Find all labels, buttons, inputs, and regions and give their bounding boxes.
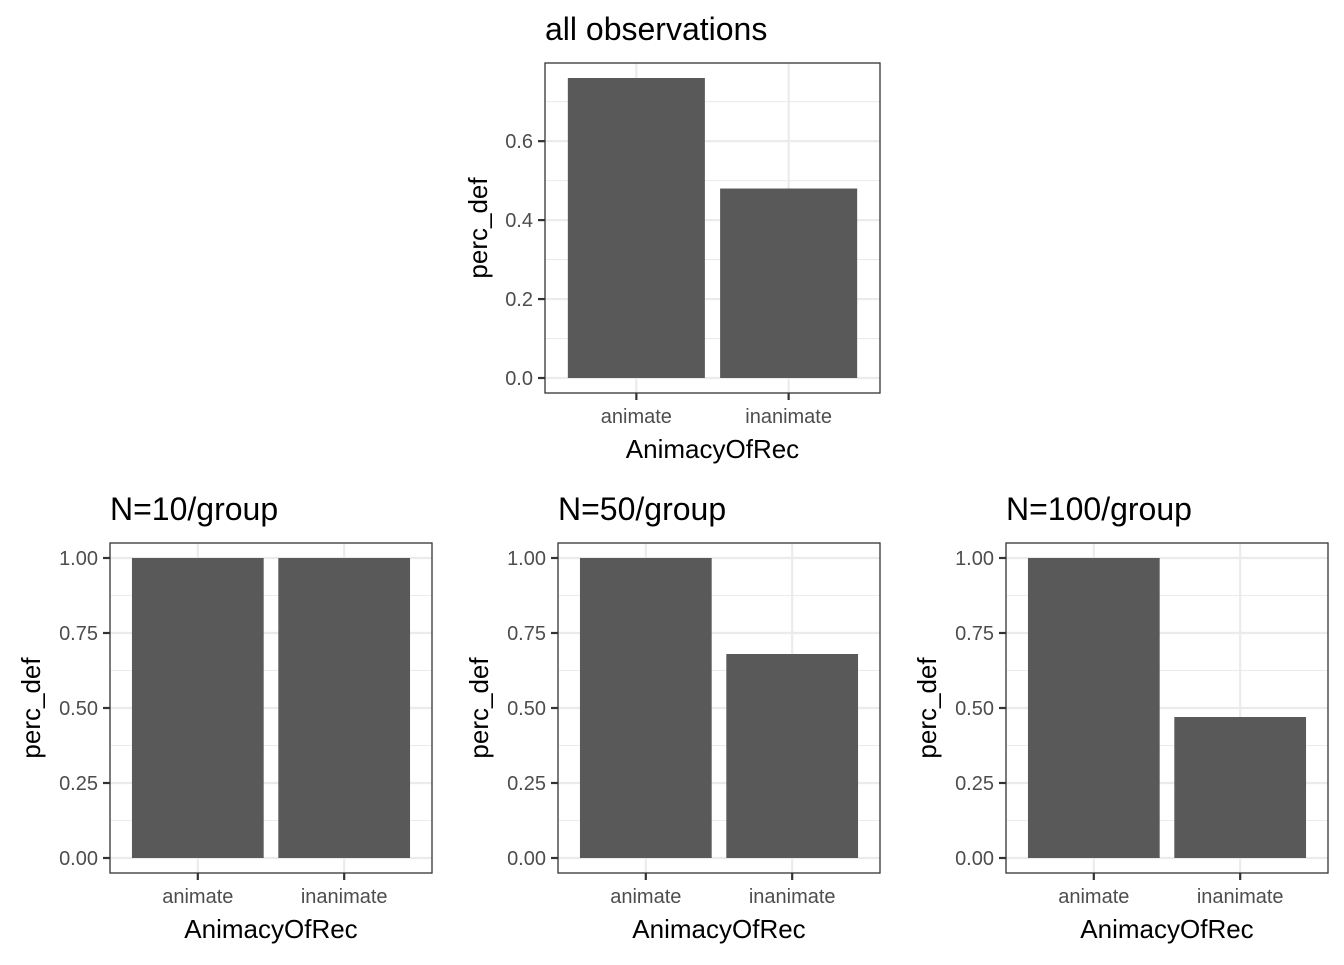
- y-axis-title: perc_def: [463, 177, 493, 279]
- y-tick-label: 0.25: [507, 773, 546, 795]
- y-tick-label: 1.00: [955, 548, 994, 570]
- x-tick-label: inanimate: [745, 406, 832, 428]
- bar-inanimate: [726, 654, 859, 858]
- y-tick-label: 0.50: [59, 698, 98, 720]
- y-tick-label: 0.00: [507, 848, 546, 870]
- y-tick-label: 1.00: [59, 548, 98, 570]
- y-tick-label: 0.75: [955, 623, 994, 645]
- y-tick-label: 0.2: [505, 289, 533, 311]
- x-tick-label: inanimate: [1197, 886, 1284, 908]
- panel-border: [544, 62, 881, 394]
- x-tick-label: animate: [162, 886, 233, 908]
- bar-animate: [1027, 558, 1160, 858]
- y-tick-label: 0.4: [505, 210, 533, 232]
- x-axis-title: AnimacyOfRec: [632, 914, 805, 944]
- x-tick-label: inanimate: [749, 886, 836, 908]
- chart-panel-n10: N=10/group 0.00 0.25 0.50 0.75 1.00 animate in…: [16, 491, 433, 944]
- y-tick-label: 0.0: [505, 368, 533, 390]
- y-tick-label: 0.25: [59, 773, 98, 795]
- x-tick-label: animate: [1058, 886, 1129, 908]
- y-tick-label: 0.75: [507, 623, 546, 645]
- chart-panel-n100: N=100/group 0.00 0.25 0.50 0.75 1.00 animate i…: [912, 491, 1329, 944]
- y-tick-label: 0.75: [59, 623, 98, 645]
- bar-animate: [131, 558, 264, 858]
- y-tick-label: 1.00: [507, 548, 546, 570]
- y-axis-title: perc_def: [464, 657, 494, 759]
- chart-title: N=10/group: [110, 491, 278, 527]
- x-axis-title: AnimacyOfRec: [1080, 914, 1253, 944]
- y-tick-label: 0.00: [955, 848, 994, 870]
- x-tick-label: animate: [610, 886, 681, 908]
- chart-panel-n50: N=50/group 0.00 0.25 0.50 0.75 1.00 animate in…: [464, 491, 881, 944]
- bar-animate: [579, 558, 712, 858]
- bar-animate: [567, 78, 705, 378]
- bar-inanimate: [278, 558, 411, 858]
- y-tick-label: 0.50: [507, 698, 546, 720]
- x-tick-label: animate: [601, 406, 672, 428]
- chart-title: N=100/group: [1006, 491, 1192, 527]
- x-tick-label: inanimate: [301, 886, 388, 908]
- y-axis-title: perc_def: [912, 657, 942, 759]
- y-tick-label: 0.6: [505, 131, 533, 153]
- y-tick-label: 0.25: [955, 773, 994, 795]
- bar-inanimate: [1174, 717, 1307, 858]
- bar-inanimate: [720, 188, 858, 378]
- x-axis-title: AnimacyOfRec: [184, 914, 357, 944]
- y-axis-title: perc_def: [16, 657, 46, 759]
- x-axis-title: AnimacyOfRec: [626, 434, 799, 464]
- chart-title: N=50/group: [558, 491, 726, 527]
- chart-title: all observations: [545, 11, 767, 47]
- chart-panel-all-observations: all observations 0.0 0.2 0.4 0.6 animate inan…: [463, 11, 881, 464]
- y-tick-label: 0.50: [955, 698, 994, 720]
- y-tick-label: 0.00: [59, 848, 98, 870]
